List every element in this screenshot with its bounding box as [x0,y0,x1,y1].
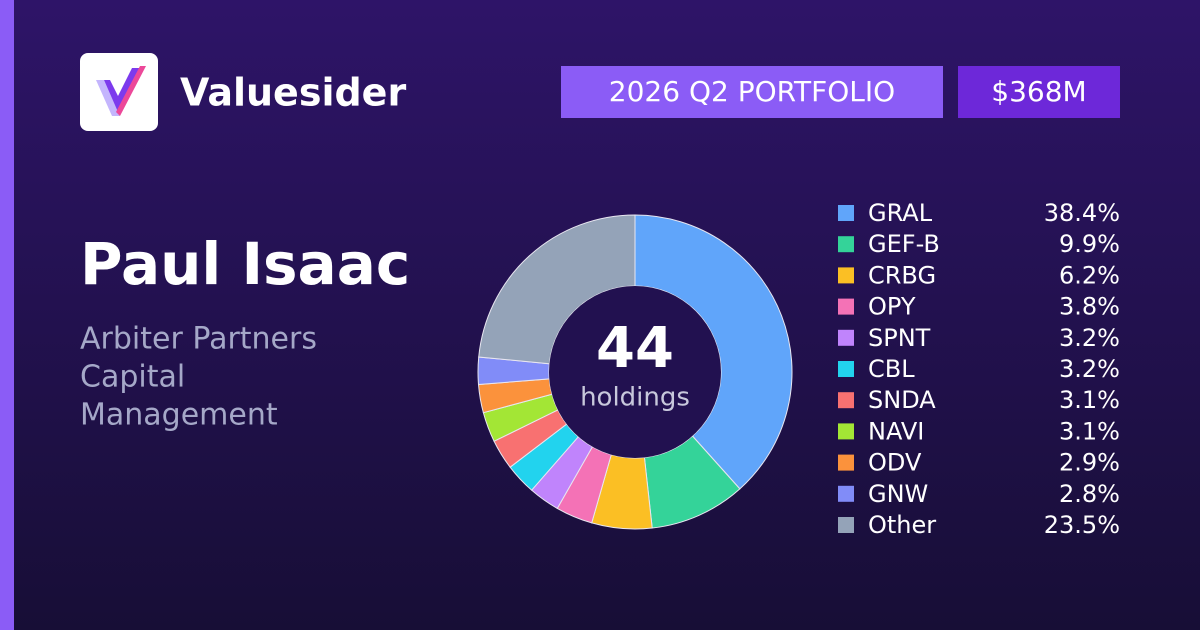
legend-swatch [838,485,854,502]
legend-value: 3.1% [1059,386,1120,414]
legend-value: 6.2% [1059,261,1120,289]
legend-label: CBL [868,355,915,383]
legend: GRAL 38.4% GEF-B 9.9% CRBG 6.2% OPY 3.8% SPNT 3.2… [838,199,1120,539]
firm-line: Capital [80,360,185,395]
legend-value: 9.9% [1059,230,1120,258]
legend-label: GNW [868,480,928,508]
legend-swatch [838,267,854,284]
center-value: 44 [596,316,674,381]
brand-name: Valuesider [180,71,406,115]
legend-swatch [838,205,854,221]
manager-name: Paul Isaac [80,230,410,298]
legend-swatch [838,454,854,471]
legend-swatch [838,361,854,377]
legend-label: CRBG [868,261,936,289]
legend-label: SNDA [868,386,936,414]
logo [80,53,158,131]
donut-chart [477,214,793,530]
firm-line: Arbiter Partners [80,322,317,357]
value-text: $368M [991,75,1086,108]
legend-label: GEF-B [868,230,940,258]
period-text: 2026 Q2 PORTFOLIO [609,75,895,108]
legend-value: 3.1% [1059,417,1120,445]
value-badge [958,66,1120,118]
legend-value: 3.2% [1059,355,1120,383]
legend-value: 2.9% [1059,449,1120,477]
legend-swatch [838,236,854,253]
legend-label: Other [868,511,936,539]
legend-value: 3.2% [1059,324,1120,352]
legend-label: ODV [868,449,922,477]
legend-swatch [838,298,854,315]
legend-value: 38.4% [1044,199,1120,227]
legend-swatch [838,329,854,346]
legend-label: SPNT [868,324,931,352]
legend-swatch [838,392,854,409]
legend-swatch [838,423,854,440]
donut-hole [549,286,721,458]
legend-value: 23.5% [1044,511,1120,539]
legend-value: 3.8% [1059,293,1120,321]
legend-label: OPY [868,293,916,321]
legend-label: GRAL [868,199,933,227]
period-badge [561,66,943,118]
legend-swatch [838,517,854,533]
accent-strip [0,0,14,630]
legend-value: 2.8% [1059,480,1120,508]
firm-line: Management [80,398,278,433]
legend-label: NAVI [868,417,924,445]
center-label: holdings [580,383,690,413]
